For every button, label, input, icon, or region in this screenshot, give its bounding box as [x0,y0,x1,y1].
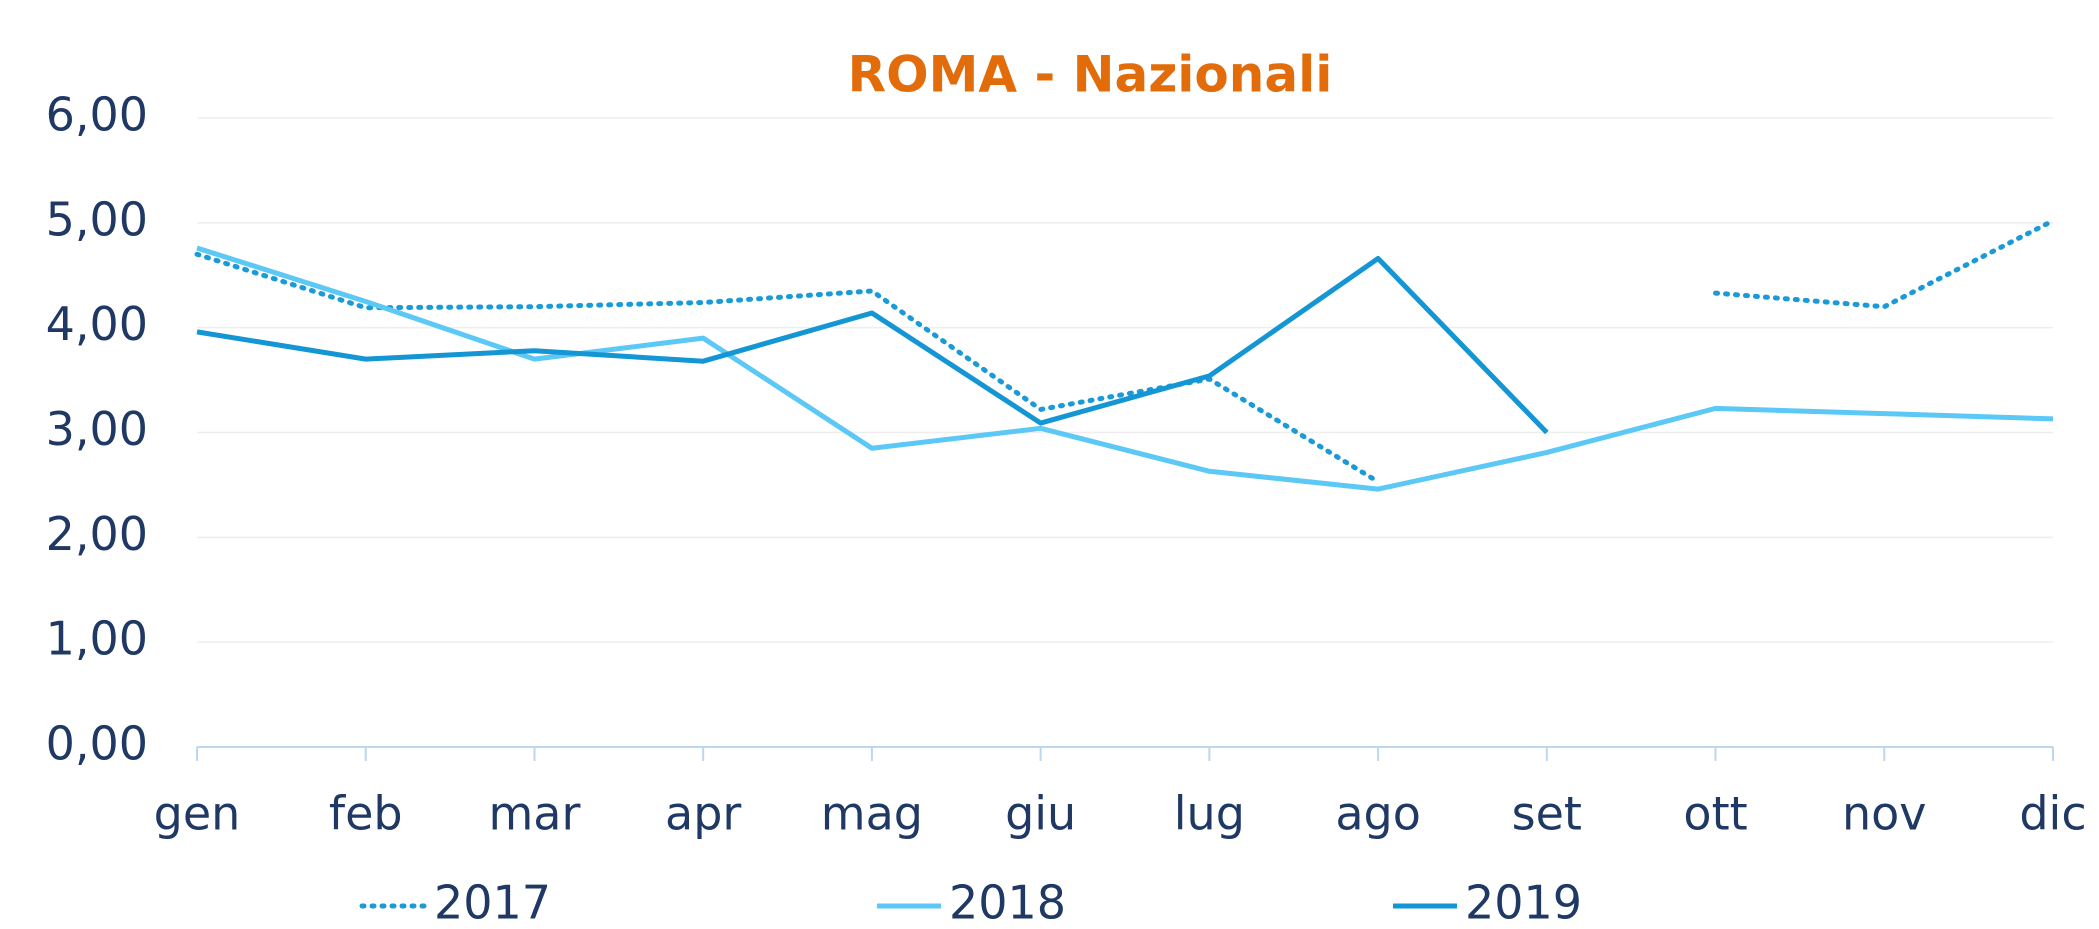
series-line [194,251,1381,485]
y-tick-label: 3,00 [46,402,148,456]
x-tick-label: mar [488,787,580,841]
legend-label: 2019 [1465,876,1582,929]
chart-title: ROMA - Nazionali [848,46,1333,104]
y-tick-label: 1,00 [46,612,148,666]
legend-label: 2018 [949,876,1066,929]
x-tick-label: ott [1683,787,1747,841]
x-tick-label: set [1512,787,1582,841]
series-line [1713,218,2056,310]
x-tick-label: giu [1005,787,1076,841]
series-line [196,245,2054,492]
legend-label: 2017 [434,876,551,929]
x-tick-label: dic [2019,787,2086,841]
x-tick-label: ago [1335,787,1421,841]
y-tick-label: 4,00 [46,297,148,351]
series-line [196,255,1549,435]
x-tick-label: feb [329,787,403,841]
x-tick-label: mag [821,787,923,841]
y-tick-label: 2,00 [46,507,148,561]
y-tick-label: 6,00 [46,88,148,142]
y-tick-label: 0,00 [46,717,148,771]
x-tick-label: lug [1174,787,1245,841]
y-tick-label: 5,00 [46,192,148,246]
x-tick-label: apr [665,787,741,841]
x-tick-label: nov [1842,787,1927,841]
x-tick-label: gen [154,787,241,841]
